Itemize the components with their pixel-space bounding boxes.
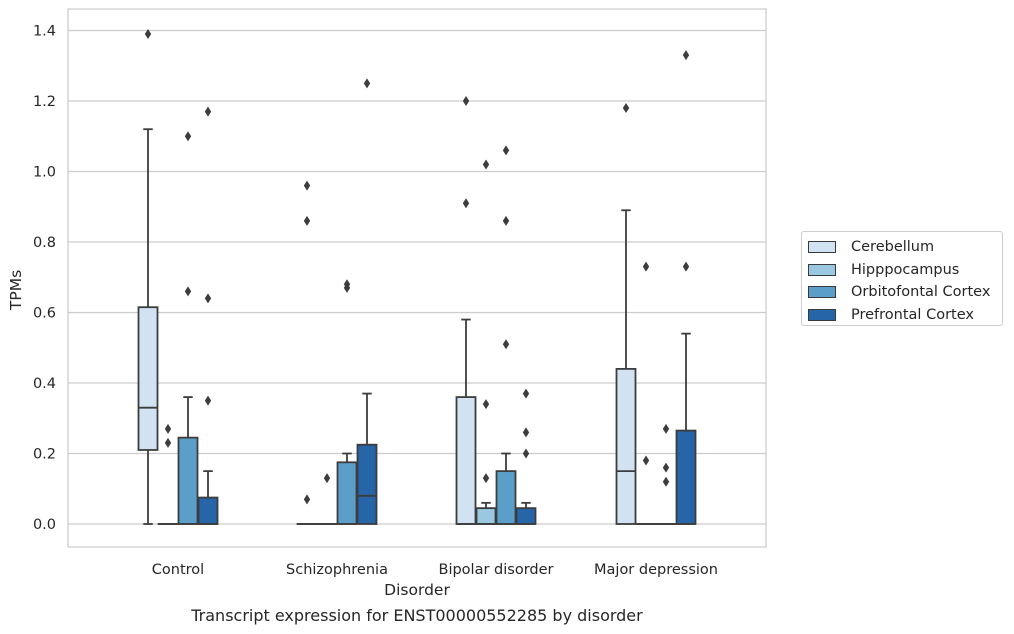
box-hipppocampus (316, 473, 338, 525)
legend-item: Cerebellum (808, 236, 1002, 259)
y-tick-label: 0.2 (33, 447, 56, 463)
y-tick-label: 0.4 (33, 376, 56, 392)
legend-item: Orbitofontal Cortex (808, 281, 1002, 304)
legend-item: Prefrontal Cortex (808, 304, 1002, 327)
box-prefrontal-cortex (356, 78, 378, 525)
y-tick-label: 1.2 (33, 94, 56, 110)
legend-swatch-hippocampus (808, 263, 836, 276)
box-hipppocampus (157, 423, 179, 525)
plot-frame (67, 8, 767, 548)
box-body (455, 396, 477, 525)
box-cerebellum (137, 29, 159, 525)
outlier-point (164, 437, 172, 448)
box-hipppocampus (635, 261, 657, 525)
y-tick-label: 0.0 (33, 517, 56, 533)
outlier-point (462, 198, 470, 209)
box-body (615, 367, 637, 525)
outlier-point (184, 131, 192, 142)
outlier-point (502, 215, 510, 226)
box-body (675, 429, 697, 525)
x-tick-label: Major depression (594, 562, 718, 578)
outlier-point (204, 293, 212, 304)
outlier-point (662, 476, 670, 487)
legend-label: Orbitofontal Cortex (851, 284, 991, 301)
box-hipppocampus (475, 159, 497, 525)
box-cerebellum (296, 180, 318, 525)
box-cerebellum (455, 96, 477, 525)
box-body (177, 436, 199, 525)
box-body (515, 507, 537, 525)
box-prefrontal-cortex (197, 106, 219, 525)
outlier-point (502, 145, 510, 156)
outlier-point (622, 103, 630, 114)
outlier-point (164, 423, 172, 434)
outlier-point (303, 494, 311, 505)
outlier-point (462, 96, 470, 106)
figure-caption: Transcript expression for ENST0000055228… (191, 606, 643, 625)
outlier-point (184, 286, 192, 297)
box-orbitofontal-cortex (336, 279, 358, 525)
outlier-point (662, 462, 670, 473)
outlier-point (303, 180, 311, 191)
y-tick-label: 0.6 (33, 306, 56, 322)
legend-label: Cerebellum (851, 239, 935, 256)
legend-item: Hipppocampus (808, 259, 1002, 282)
outlier-point (642, 455, 650, 466)
outlier-point (522, 448, 530, 459)
x-tick-label: Bipolar disorder (439, 562, 554, 578)
legend-swatch-cerebellum (808, 241, 836, 254)
outlier-point (303, 215, 311, 226)
outlier-point (662, 423, 670, 434)
box-orbitofontal-cortex (177, 131, 199, 525)
y-axis-label: TPMs (7, 270, 25, 311)
outlier-point (323, 473, 331, 484)
legend-label: Hipppocampus (851, 261, 960, 278)
box-body (356, 443, 378, 525)
legend-swatch-prefrontal (808, 308, 836, 321)
outlier-point (522, 388, 530, 399)
box-body (475, 507, 497, 525)
legend-swatch-orbitofrontal (808, 286, 836, 299)
outlier-point (482, 399, 490, 410)
box-prefrontal-cortex (675, 50, 697, 525)
box-body (495, 470, 517, 525)
y-tick-label: 1.4 (33, 24, 56, 40)
x-tick-labels: Control Schizophrenia Bipolar disorder Majo… (152, 562, 718, 578)
outlier-point (363, 78, 371, 89)
box-cerebellum (615, 103, 637, 525)
outlier-point (144, 29, 152, 40)
outlier-point (204, 106, 212, 117)
legend: Cerebellum Hipppocampus Orbitofontal Cor… (801, 231, 1003, 326)
box-layer (137, 29, 697, 525)
outlier-point (642, 261, 650, 272)
y-tick-label: 0.8 (33, 235, 56, 251)
box-body (336, 461, 358, 525)
outlier-point (343, 279, 351, 290)
box-prefrontal-cortex (515, 388, 537, 525)
x-tick-label: Schizophrenia (286, 562, 388, 578)
box-orbitofontal-cortex (495, 145, 517, 525)
box-orbitofontal-cortex (655, 423, 677, 525)
x-tick-label: Control (152, 562, 204, 578)
outlier-point (682, 261, 690, 272)
box-body (137, 306, 159, 451)
outlier-point (204, 395, 212, 406)
outlier-point (502, 339, 510, 350)
outlier-point (522, 427, 530, 438)
outlier-point (682, 50, 690, 61)
y-tick-labels: 0.0 0.2 0.4 0.6 0.8 1.0 1.2 1.4 (33, 24, 56, 534)
grid-lines (68, 29, 766, 525)
y-tick-label: 1.0 (33, 165, 56, 181)
legend-label: Prefrontal Cortex (851, 306, 974, 323)
x-axis-label: Disorder (384, 581, 450, 599)
outlier-point (482, 159, 490, 170)
box-body (197, 496, 219, 525)
outlier-point (482, 473, 490, 484)
